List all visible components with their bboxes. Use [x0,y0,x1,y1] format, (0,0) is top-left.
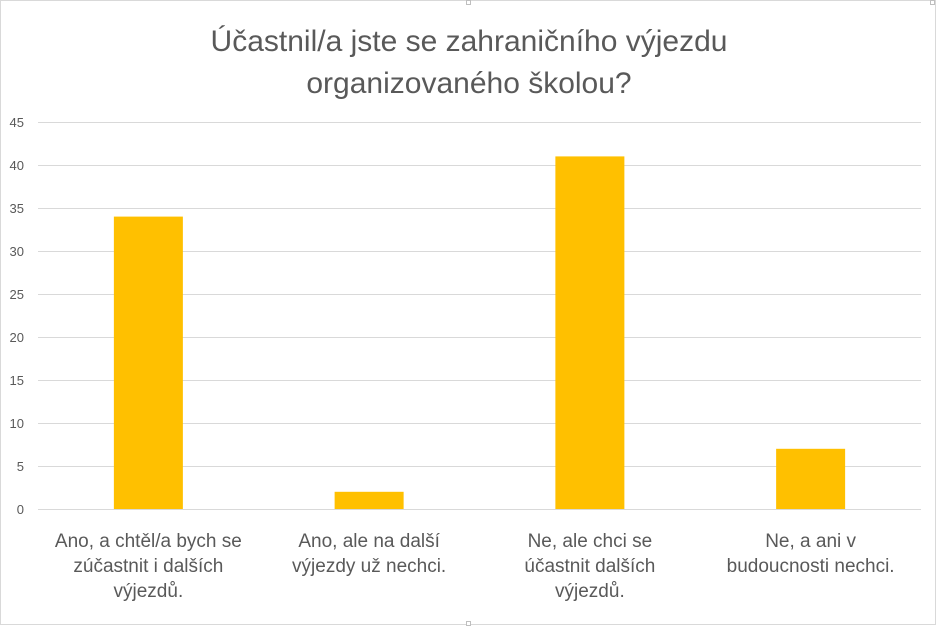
x-category-label: Ne, a ani v budoucnosti nechci. [727,531,895,577]
x-category-label-line: zúčastnit i dalších [73,556,223,577]
x-category-label-line: Ne, a ani v [765,531,856,552]
y-tick-label: 40 [10,158,24,173]
y-tick-label: 35 [10,201,24,216]
x-category-label-line: účastnit dalších [524,556,655,577]
y-tick-label: 25 [10,287,24,302]
x-category-label-line: výjezdů. [555,581,625,602]
x-category-label: Ne, ale chci se účastnit dalších výjezdů. [524,531,655,602]
x-category-label-line: Ano, ale na další [298,531,440,552]
y-tick-label: 10 [10,416,24,431]
y-tick-label: 0 [17,502,24,517]
x-category-label-line: Ano, a chtěl/a bych se [55,531,242,552]
bar[interactable] [334,491,404,509]
x-category-label: Ano, a chtěl/a bych se zúčastnit i dalšíc… [55,531,242,602]
x-category-label: Ano, ale na další výjezdy už nechci. [292,531,446,577]
bar[interactable] [555,156,625,509]
y-tick-label: 45 [10,115,24,130]
y-tick-label: 20 [10,330,24,345]
y-tick-label: 15 [10,373,24,388]
resize-handle-top-right[interactable] [930,0,935,5]
bar[interactable] [776,448,846,509]
y-tick-label: 5 [17,459,24,474]
chart-title: Účastnil/a jste se zahraničního výjezdu … [210,25,728,100]
x-category-label-line: výjezdy už nechci. [292,556,446,577]
bar[interactable] [113,216,183,509]
x-category-label-line: výjezdů. [114,581,184,602]
x-category-label-line: budoucnosti nechci. [727,556,895,577]
y-tick-label: 30 [10,244,24,259]
x-category-label-line: Ne, ale chci se [528,531,653,552]
resize-handle-top[interactable] [466,0,471,5]
resize-handle-bottom[interactable] [466,621,471,626]
